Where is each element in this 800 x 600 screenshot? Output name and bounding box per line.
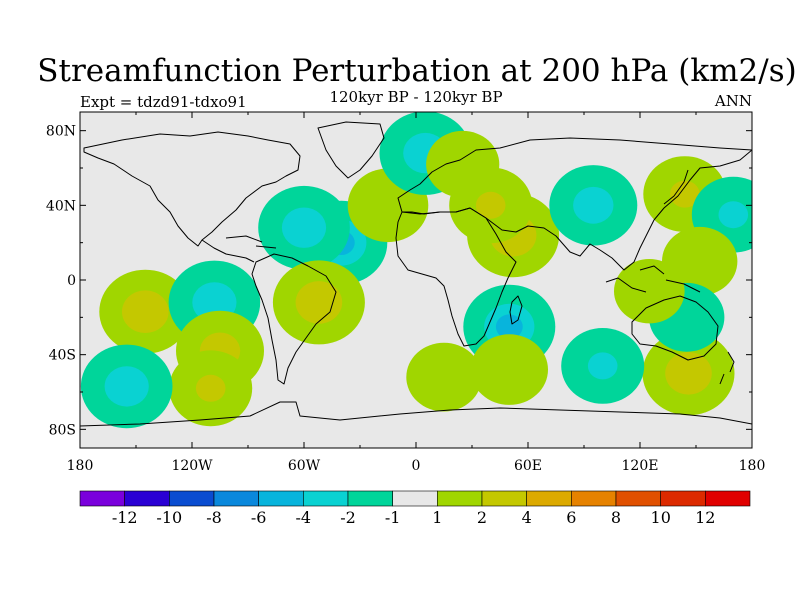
y-tick-label: 40N	[46, 198, 76, 214]
colorbar-label: 10	[651, 508, 671, 527]
colorbar-label: -8	[206, 508, 222, 527]
x-tick-label: 180	[67, 458, 94, 474]
colorbar-label: -12	[112, 508, 138, 527]
x-tick-label: 120W	[171, 458, 213, 474]
contour-band	[573, 186, 614, 224]
colorbar-label: 8	[611, 508, 621, 527]
contour-band	[406, 342, 482, 412]
coastline-central-america	[201, 239, 255, 263]
anomaly-cell	[561, 328, 645, 404]
x-axis: 180 120W 60W 0 60E 120E 180	[67, 112, 766, 474]
anomaly-field	[80, 112, 752, 429]
experiment-label: Expt = tdzd91-tdxo91	[80, 93, 247, 111]
colorbar-swatch	[526, 490, 572, 507]
contour-band	[195, 374, 226, 402]
colorbar-label: 1	[432, 508, 442, 527]
x-tick-label: 60W	[288, 458, 321, 474]
anomaly-cell	[549, 165, 638, 246]
anomaly-cell	[642, 331, 735, 416]
contour-band	[718, 201, 749, 229]
anomaly-cell	[272, 260, 365, 345]
colorbar-swatch	[571, 490, 617, 507]
coastlines	[80, 121, 752, 427]
coastline-greenland	[317, 121, 385, 179]
contour-band	[670, 180, 700, 208]
colorbar-swatch	[303, 490, 349, 507]
coastline-madagascar	[509, 295, 523, 325]
coastline-australia	[631, 295, 719, 361]
contour-band	[587, 352, 618, 380]
coastline-eurasia	[397, 137, 752, 271]
contour-band	[295, 281, 343, 324]
colorbar-swatch	[660, 490, 706, 507]
anomaly-cell	[470, 334, 548, 405]
contour-band	[495, 314, 523, 340]
colorbar-swatch	[124, 490, 170, 507]
anomaly-cell	[169, 350, 253, 427]
colorbar-label: -10	[156, 508, 182, 527]
colorbar-swatch	[705, 490, 751, 507]
colorbar-swatch	[169, 490, 215, 507]
colorbar-swatch	[437, 490, 483, 507]
colorbar-label: 6	[566, 508, 576, 527]
anomaly-cell	[614, 259, 685, 324]
y-tick-label: 80N	[46, 124, 76, 140]
colorbar-swatch	[392, 490, 438, 507]
coastline-japan	[663, 169, 689, 205]
x-tick-label: 60E	[514, 458, 542, 474]
anomaly-cell	[80, 344, 173, 429]
contour-band	[475, 191, 506, 219]
coastline-africa	[395, 207, 517, 347]
contour-band	[614, 259, 685, 324]
colorbar: -12 -10 -8 -6 -4 -2 -1 1 2 4 6 8 10 12	[79, 490, 751, 527]
season-label: ANN	[714, 92, 752, 110]
colorbar-swatch	[481, 490, 527, 507]
coastline-caribbean	[225, 235, 277, 249]
coastline-south-america	[251, 253, 337, 385]
anomaly-cell	[99, 269, 192, 354]
colorbar-label: 12	[695, 508, 715, 527]
contour-band	[426, 130, 500, 198]
colorbar-label: 4	[522, 508, 532, 527]
anomaly-cell	[426, 130, 500, 198]
chart-title: Streamfunction Perturbation at 200 hPa (…	[37, 53, 796, 89]
contour-band	[281, 207, 327, 248]
period-label: 120kyr BP - 120kyr BP	[329, 88, 502, 106]
y-tick-label: 80S	[49, 422, 76, 438]
colorbar-swatch	[615, 490, 661, 507]
colorbar-label: -4	[296, 508, 312, 527]
coastline-antarctica	[80, 401, 752, 427]
coastline-new-zealand	[719, 351, 735, 385]
contour-band	[470, 334, 548, 405]
coastline-north-america	[83, 131, 301, 247]
x-tick-label: 180	[739, 458, 766, 474]
colorbar-label: -2	[340, 508, 356, 527]
colorbar-swatch	[258, 490, 304, 507]
contour-band	[104, 366, 149, 407]
colorbar-label: 2	[477, 508, 487, 527]
y-tick-label: 40S	[49, 348, 76, 364]
colorbar-label: -6	[251, 508, 267, 527]
anomaly-cell	[258, 185, 350, 270]
contour-band	[665, 352, 712, 395]
colorbar-swatch	[79, 490, 125, 507]
anomaly-cell	[406, 342, 482, 412]
y-axis: 80N 40N 0 40S 80S	[46, 124, 752, 438]
y-tick-label: 0	[67, 273, 76, 289]
colorbar-swatch	[347, 490, 393, 507]
colorbar-label: -1	[385, 508, 401, 527]
coastline-indonesia	[605, 265, 701, 293]
colorbar-swatch	[213, 490, 259, 507]
contour-band	[122, 290, 169, 334]
x-tick-label: 120E	[622, 458, 659, 474]
x-tick-label: 0	[412, 458, 421, 474]
